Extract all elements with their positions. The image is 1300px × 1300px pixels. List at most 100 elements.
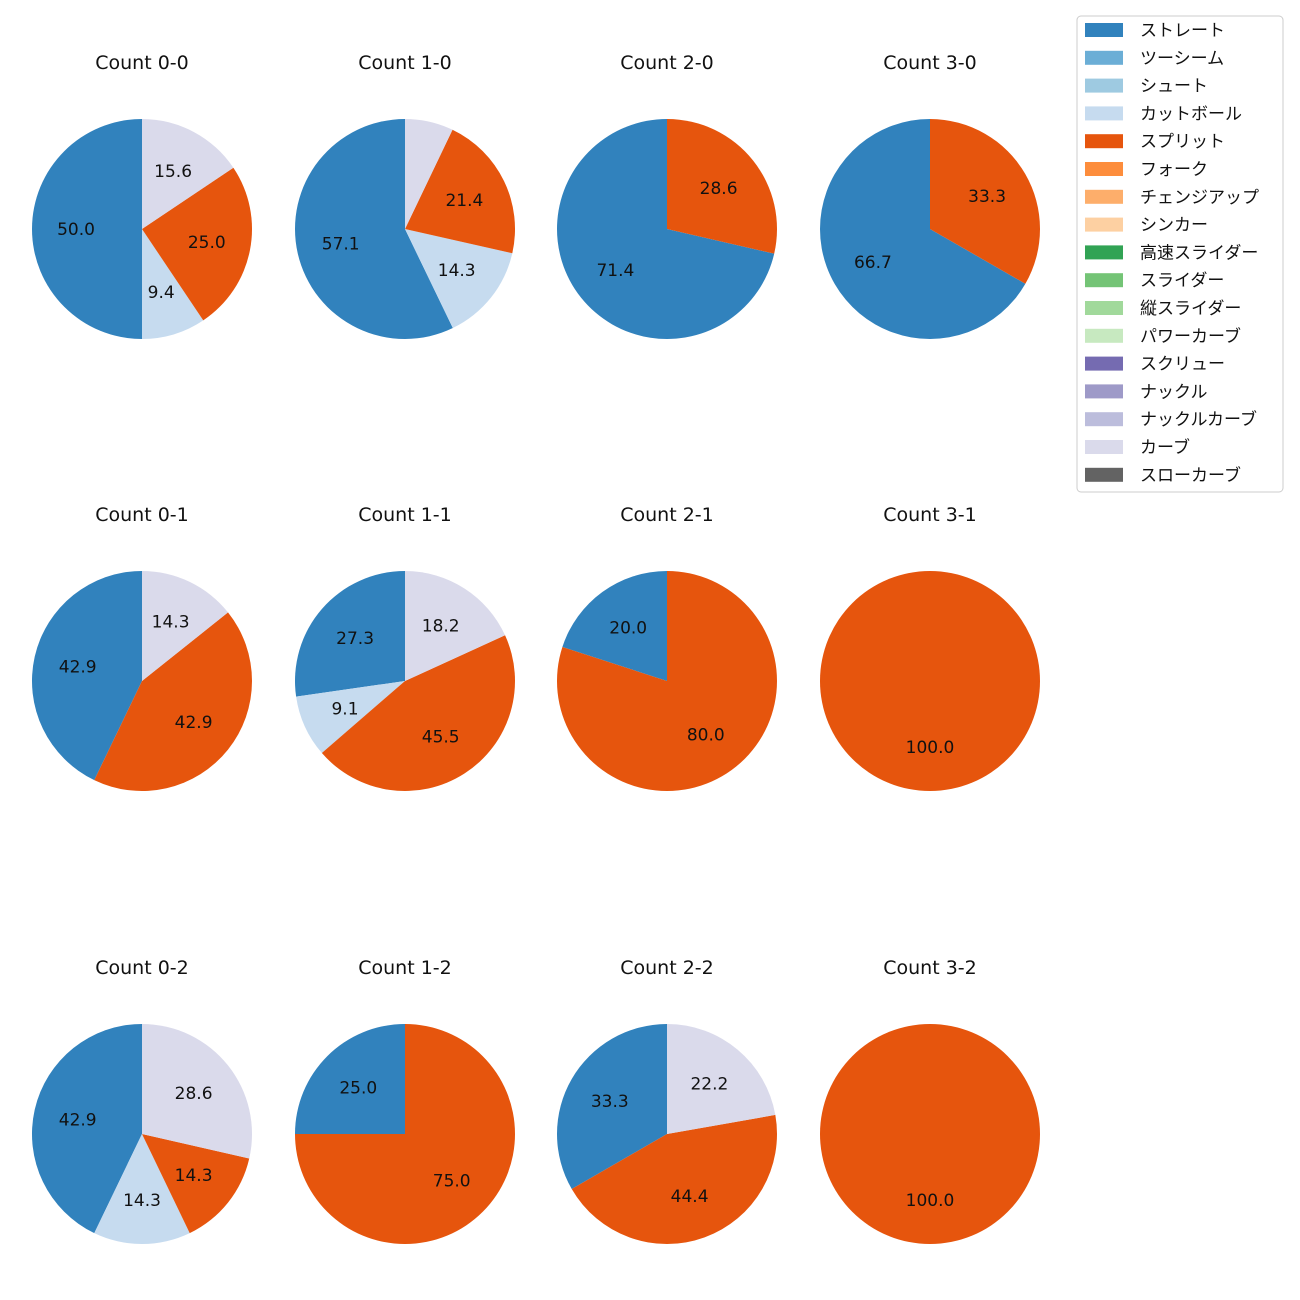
slice-label: 21.4: [445, 191, 483, 211]
legend-swatch: [1085, 273, 1123, 288]
legend-swatch: [1085, 384, 1123, 399]
legend-item: ストレート: [1085, 21, 1225, 41]
pie-slice: [571, 1114, 778, 1244]
legend-label: カットボール: [1140, 104, 1242, 124]
slice-label: 28.6: [175, 1084, 213, 1104]
slice-label: 42.9: [59, 1110, 97, 1130]
pie-title: Count 0-2: [95, 957, 189, 979]
legend-item: スクリュー: [1085, 355, 1225, 375]
pie-slice: [667, 1024, 776, 1134]
slice-label: 57.1: [322, 235, 360, 255]
legend-label: カーブ: [1140, 437, 1190, 458]
legend-item: スローカーブ: [1085, 465, 1241, 486]
pie-count-2-1: Count 2-1 20.0 80.0: [556, 504, 777, 791]
slice-label: 75.0: [433, 1172, 471, 1192]
pie-title: Count 3-2: [883, 957, 977, 979]
slice-label: 42.9: [59, 657, 97, 677]
pie-slice: [295, 571, 405, 697]
pie-title: Count 1-1: [358, 504, 452, 526]
legend-item: ナックル: [1085, 382, 1208, 402]
slice-label: 14.3: [152, 613, 190, 633]
slice-label: 42.9: [175, 713, 213, 733]
legend-item: フォーク: [1085, 160, 1208, 180]
pie-count-1-2: Count 1-2 25.0 75.0: [295, 957, 515, 1244]
pie-count-3-0: Count 3-0 66.7 33.3: [820, 52, 1041, 339]
legend-label: チェンジアップ: [1140, 188, 1259, 208]
pie-title: Count 3-1: [883, 504, 977, 526]
legend-item: スプリット: [1085, 132, 1225, 152]
slice-label: 100.0: [906, 738, 955, 758]
pie-slice: [930, 119, 1041, 284]
pie-slice: [405, 229, 513, 329]
legend: ストレートツーシームシュートカットボールスプリットフォークチェンジアップシンカー…: [1076, 15, 1284, 493]
legend-swatch: [1085, 50, 1123, 65]
pie-slice: [667, 118, 778, 254]
legend-item: シンカー: [1085, 216, 1208, 236]
slice-label: 33.3: [968, 187, 1006, 207]
legend-label: スライダー: [1140, 271, 1224, 291]
legend-label: スローカーブ: [1140, 465, 1241, 486]
pie-slice: [562, 571, 667, 681]
legend-swatch: [1085, 301, 1123, 315]
pie-count-2-0: Count 2-0 71.4 28.6: [557, 52, 778, 339]
pie-slice: [405, 119, 453, 229]
legend-label: パワーカーブ: [1140, 326, 1241, 347]
pie-slice: [820, 1024, 1040, 1244]
pie-slice: [820, 571, 1040, 791]
legend-label: 縦スライダー: [1140, 299, 1241, 319]
legend-label: 高速スライダー: [1140, 243, 1258, 263]
legend-label: シンカー: [1140, 216, 1208, 236]
legend-item: ナックルカーブ: [1085, 409, 1257, 430]
pie-slice: [142, 119, 234, 229]
pie-count-1-0: Count 1-0 57.1 14.3 21.4: [294, 52, 516, 339]
slice-label: 33.3: [591, 1092, 629, 1112]
legend-swatch: [1085, 356, 1123, 371]
pie-slice: [142, 167, 253, 321]
legend-item: シュート: [1085, 77, 1208, 97]
legend-frame: [1076, 15, 1284, 493]
legend-label: スプリット: [1140, 132, 1225, 152]
pie-slice: [295, 1024, 405, 1134]
pie-slice: [557, 119, 775, 339]
slice-label: 18.2: [422, 617, 460, 637]
slice-label: 66.7: [854, 253, 892, 273]
pie-slice: [557, 1024, 667, 1189]
slice-label: 25.0: [339, 1078, 377, 1098]
pie-slice: [142, 571, 228, 681]
slice-label: 15.6: [154, 162, 192, 182]
slice-label: 14.3: [123, 1191, 161, 1211]
pie-slice: [556, 571, 777, 791]
legend-swatch: [1085, 412, 1123, 427]
pie-title: Count 1-2: [358, 957, 452, 979]
pie-title: Count 2-0: [620, 52, 714, 74]
pie-slice: [295, 1024, 515, 1244]
pie-slice: [405, 570, 506, 681]
legend-item: ツーシーム: [1085, 49, 1224, 69]
legend-label: ナックル: [1140, 382, 1208, 402]
legend-label: ナックルカーブ: [1140, 409, 1257, 430]
slice-label: 20.0: [609, 619, 647, 639]
legend-swatch: [1085, 106, 1123, 121]
legend-swatch: [1085, 467, 1123, 482]
pie-slice: [142, 1134, 250, 1234]
slice-label: 14.3: [438, 261, 476, 281]
legend-swatch: [1085, 162, 1123, 176]
pie-slice: [405, 129, 516, 254]
legend-swatch: [1085, 23, 1123, 37]
legend-label: ストレート: [1140, 21, 1225, 41]
slice-label: 14.3: [175, 1166, 213, 1186]
slice-label: 45.5: [422, 728, 460, 748]
pie-title: Count 2-1: [620, 504, 714, 526]
legend-item: スライダー: [1085, 271, 1224, 291]
legend-swatch: [1085, 440, 1123, 454]
legend-swatch: [1085, 245, 1123, 260]
slice-label: 71.4: [596, 261, 634, 281]
slice-label: 28.6: [700, 179, 738, 199]
pie-slice: [294, 119, 453, 339]
legend-item: カットボール: [1085, 104, 1242, 124]
pies-group: Count 0-0 50.0 9.4 25.0 15.6 Count 1-0 57.1 14.…: [31, 52, 1041, 1245]
slice-label: 44.4: [671, 1187, 709, 1207]
slice-label: 9.4: [148, 283, 175, 303]
slice-label: 22.2: [690, 1074, 728, 1094]
